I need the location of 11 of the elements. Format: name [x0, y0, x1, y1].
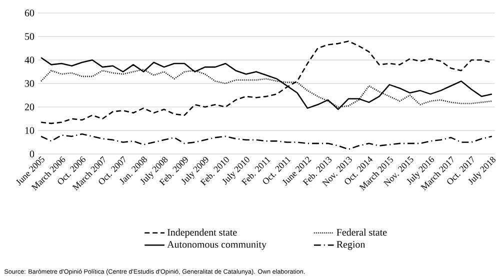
- y-tick-label: 40: [24, 56, 34, 64]
- y-tick-label: 30: [25, 80, 34, 87]
- y-tick-label: 10: [25, 127, 34, 134]
- y-tick-label: 50: [25, 33, 34, 40]
- y-tick-label: 60: [24, 10, 34, 16]
- legend-label: Independent state: [167, 228, 237, 238]
- legend-label: Autonomous community: [167, 241, 266, 250]
- legend-label: Region: [336, 241, 366, 250]
- y-tick-label: 20: [24, 104, 34, 110]
- legend-label: Federal state: [336, 228, 387, 236]
- y-tick-label: 0: [30, 150, 34, 158]
